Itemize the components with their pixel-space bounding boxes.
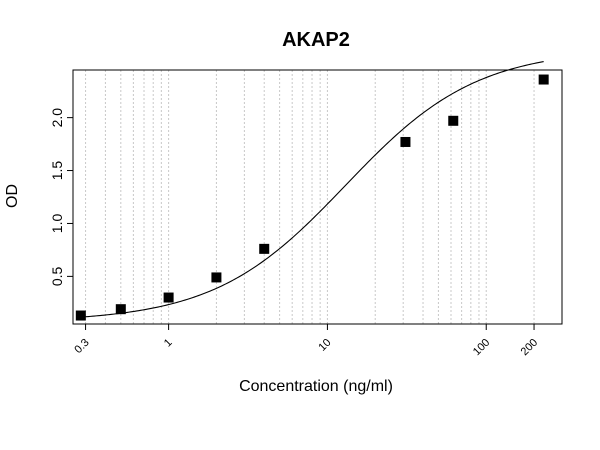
data-point xyxy=(400,136,411,147)
data-point xyxy=(163,292,174,303)
x-axis: 0.3 1 10 100 200 xyxy=(72,324,540,358)
data-point xyxy=(115,304,126,315)
data-point xyxy=(75,310,86,321)
fit-curve xyxy=(80,61,544,318)
data-point xyxy=(538,74,549,85)
y-tick-label: 1.0 xyxy=(49,214,65,234)
x-tick-label: 1 xyxy=(162,337,175,350)
data-point xyxy=(259,243,270,254)
chart-title: AKAP2 xyxy=(282,29,350,51)
x-tick-label: 200 xyxy=(519,337,540,358)
y-tick-label: 1.5 xyxy=(49,161,65,181)
fit-curve-layer xyxy=(80,61,544,318)
data-points xyxy=(75,74,549,321)
x-tick-label: 0.3 xyxy=(72,337,91,356)
x-axis-label: Concentration (ng/ml) xyxy=(239,378,393,395)
grid-lines xyxy=(85,70,563,324)
y-axis-label: OD xyxy=(4,184,21,208)
y-axis: 0.5 1.0 1.5 2.0 xyxy=(49,108,73,286)
plot-frame xyxy=(72,69,563,325)
y-tick-label: 0.5 xyxy=(49,266,65,286)
x-tick-label: 10 xyxy=(316,337,333,354)
data-point xyxy=(448,115,459,126)
y-tick-label: 2.0 xyxy=(49,108,65,128)
x-tick-label: 100 xyxy=(471,337,492,358)
data-point xyxy=(211,272,222,283)
